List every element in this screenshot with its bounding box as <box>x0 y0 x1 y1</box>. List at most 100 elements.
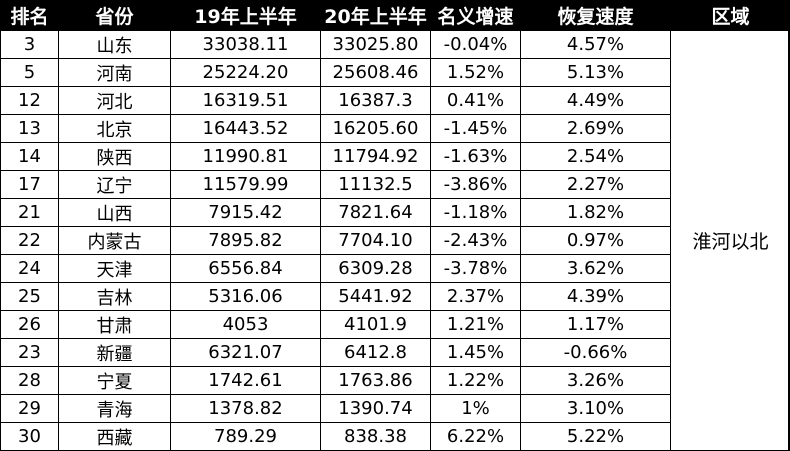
cell-province[interactable]: 西藏 <box>59 423 171 451</box>
header-region[interactable]: 区域 <box>671 1 790 31</box>
cell-2020-h1[interactable]: 5441.92 <box>321 283 431 311</box>
cell-nominal-growth[interactable]: 1.21% <box>431 311 521 339</box>
cell-nominal-growth[interactable]: -1.45% <box>431 115 521 143</box>
cell-2020-h1[interactable]: 1390.74 <box>321 395 431 423</box>
cell-2020-h1[interactable]: 6309.28 <box>321 255 431 283</box>
cell-2020-h1[interactable]: 11794.92 <box>321 143 431 171</box>
cell-rank[interactable]: 3 <box>1 31 59 59</box>
cell-2019-h1[interactable]: 11990.81 <box>171 143 321 171</box>
cell-rank[interactable]: 29 <box>1 395 59 423</box>
cell-2019-h1[interactable]: 4053 <box>171 311 321 339</box>
cell-nominal-growth[interactable]: 1% <box>431 395 521 423</box>
cell-recovery-speed[interactable]: 1.82% <box>521 199 671 227</box>
cell-2019-h1[interactable]: 7895.82 <box>171 227 321 255</box>
cell-2019-h1[interactable]: 6321.07 <box>171 339 321 367</box>
cell-province[interactable]: 宁夏 <box>59 367 171 395</box>
cell-2019-h1[interactable]: 1378.82 <box>171 395 321 423</box>
cell-recovery-speed[interactable]: 5.22% <box>521 423 671 451</box>
cell-recovery-speed[interactable]: 3.26% <box>521 367 671 395</box>
cell-province[interactable]: 辽宁 <box>59 171 171 199</box>
cell-rank[interactable]: 28 <box>1 367 59 395</box>
cell-2019-h1[interactable]: 11579.99 <box>171 171 321 199</box>
cell-province[interactable]: 山西 <box>59 199 171 227</box>
cell-recovery-speed[interactable]: -0.66% <box>521 339 671 367</box>
cell-province[interactable]: 内蒙古 <box>59 227 171 255</box>
header-province[interactable]: 省份 <box>59 1 171 31</box>
cell-recovery-speed[interactable]: 3.62% <box>521 255 671 283</box>
cell-nominal-growth[interactable]: 0.41% <box>431 87 521 115</box>
cell-nominal-growth[interactable]: 1.52% <box>431 59 521 87</box>
cell-region-merged[interactable]: 淮河以北 <box>671 31 790 451</box>
cell-rank[interactable]: 17 <box>1 171 59 199</box>
cell-2019-h1[interactable]: 5316.06 <box>171 283 321 311</box>
cell-2019-h1[interactable]: 33038.11 <box>171 31 321 59</box>
cell-nominal-growth[interactable]: 6.22% <box>431 423 521 451</box>
cell-rank[interactable]: 21 <box>1 199 59 227</box>
cell-2020-h1[interactable]: 16205.60 <box>321 115 431 143</box>
cell-recovery-speed[interactable]: 2.27% <box>521 171 671 199</box>
cell-2020-h1[interactable]: 838.38 <box>321 423 431 451</box>
cell-province[interactable]: 河南 <box>59 59 171 87</box>
cell-province[interactable]: 天津 <box>59 255 171 283</box>
cell-2019-h1[interactable]: 6556.84 <box>171 255 321 283</box>
cell-2020-h1[interactable]: 16387.3 <box>321 87 431 115</box>
cell-2020-h1[interactable]: 11132.5 <box>321 171 431 199</box>
cell-rank[interactable]: 25 <box>1 283 59 311</box>
cell-nominal-growth[interactable]: 1.45% <box>431 339 521 367</box>
cell-2020-h1[interactable]: 33025.80 <box>321 31 431 59</box>
cell-2019-h1[interactable]: 16443.52 <box>171 115 321 143</box>
cell-province[interactable]: 新疆 <box>59 339 171 367</box>
cell-recovery-speed[interactable]: 5.13% <box>521 59 671 87</box>
cell-province[interactable]: 吉林 <box>59 283 171 311</box>
cell-rank[interactable]: 13 <box>1 115 59 143</box>
cell-nominal-growth[interactable]: -0.04% <box>431 31 521 59</box>
cell-province[interactable]: 青海 <box>59 395 171 423</box>
cell-2019-h1[interactable]: 1742.61 <box>171 367 321 395</box>
cell-2020-h1[interactable]: 7821.64 <box>321 199 431 227</box>
header-2019-h1[interactable]: 19年上半年 <box>171 1 321 31</box>
cell-2020-h1[interactable]: 6412.8 <box>321 339 431 367</box>
cell-rank[interactable]: 26 <box>1 311 59 339</box>
cell-nominal-growth[interactable]: -2.43% <box>431 227 521 255</box>
cell-recovery-speed[interactable]: 4.39% <box>521 283 671 311</box>
cell-rank[interactable]: 30 <box>1 423 59 451</box>
header-recovery-speed[interactable]: 恢复速度 <box>521 1 671 31</box>
cell-rank[interactable]: 24 <box>1 255 59 283</box>
cell-province[interactable]: 河北 <box>59 87 171 115</box>
cell-nominal-growth[interactable]: -3.86% <box>431 171 521 199</box>
cell-rank[interactable]: 23 <box>1 339 59 367</box>
cell-rank[interactable]: 14 <box>1 143 59 171</box>
cell-rank[interactable]: 22 <box>1 227 59 255</box>
cell-rank[interactable]: 5 <box>1 59 59 87</box>
cell-2020-h1[interactable]: 25608.46 <box>321 59 431 87</box>
header-rank[interactable]: 排名 <box>1 1 59 31</box>
cell-2019-h1[interactable]: 7915.42 <box>171 199 321 227</box>
cell-recovery-speed[interactable]: 2.54% <box>521 143 671 171</box>
cell-recovery-speed[interactable]: 3.10% <box>521 395 671 423</box>
cell-recovery-speed[interactable]: 4.49% <box>521 87 671 115</box>
cell-province[interactable]: 甘肃 <box>59 311 171 339</box>
table-row: 3 山东 33038.11 33025.80 -0.04% 4.57% 淮河以北 <box>1 31 790 59</box>
cell-recovery-speed[interactable]: 2.69% <box>521 115 671 143</box>
cell-recovery-speed[interactable]: 4.57% <box>521 31 671 59</box>
cell-2020-h1[interactable]: 1763.86 <box>321 367 431 395</box>
cell-nominal-growth[interactable]: 2.37% <box>431 283 521 311</box>
cell-2019-h1[interactable]: 16319.51 <box>171 87 321 115</box>
cell-province[interactable]: 山东 <box>59 31 171 59</box>
cell-rank[interactable]: 12 <box>1 87 59 115</box>
cell-nominal-growth[interactable]: 1.22% <box>431 367 521 395</box>
cell-recovery-speed[interactable]: 1.17% <box>521 311 671 339</box>
cell-recovery-speed[interactable]: 0.97% <box>521 227 671 255</box>
cell-nominal-growth[interactable]: -3.78% <box>431 255 521 283</box>
cell-2019-h1[interactable]: 789.29 <box>171 423 321 451</box>
cell-province[interactable]: 北京 <box>59 115 171 143</box>
header-nominal-growth[interactable]: 名义增速 <box>431 1 521 31</box>
cell-province[interactable]: 陕西 <box>59 143 171 171</box>
cell-2019-h1[interactable]: 25224.20 <box>171 59 321 87</box>
header-2020-h1[interactable]: 20年上半年 <box>321 1 431 31</box>
cell-nominal-growth[interactable]: -1.63% <box>431 143 521 171</box>
cell-nominal-growth[interactable]: -1.18% <box>431 199 521 227</box>
cell-2020-h1[interactable]: 7704.10 <box>321 227 431 255</box>
cell-2020-h1[interactable]: 4101.9 <box>321 311 431 339</box>
